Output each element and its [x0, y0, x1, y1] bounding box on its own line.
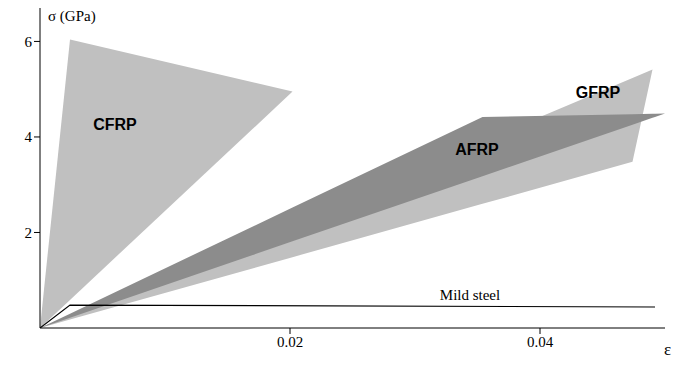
html-text:CFRP: CFRP [93, 116, 137, 133]
svg-text:6: 6 [25, 34, 33, 50]
html-text:AFRP: AFRP [455, 141, 499, 158]
html-text:σ (GPa): σ (GPa) [48, 8, 96, 24]
html-text:Mild steel: Mild steel [439, 286, 501, 303]
svg-text:0.04: 0.04 [527, 334, 554, 350]
svg-text:2: 2 [25, 225, 33, 241]
html-text:GFRP: GFRP [575, 84, 621, 101]
svg-text:4: 4 [25, 129, 33, 145]
svg-text:0.02: 0.02 [277, 334, 303, 350]
html-text:ε: ε [664, 340, 672, 359]
